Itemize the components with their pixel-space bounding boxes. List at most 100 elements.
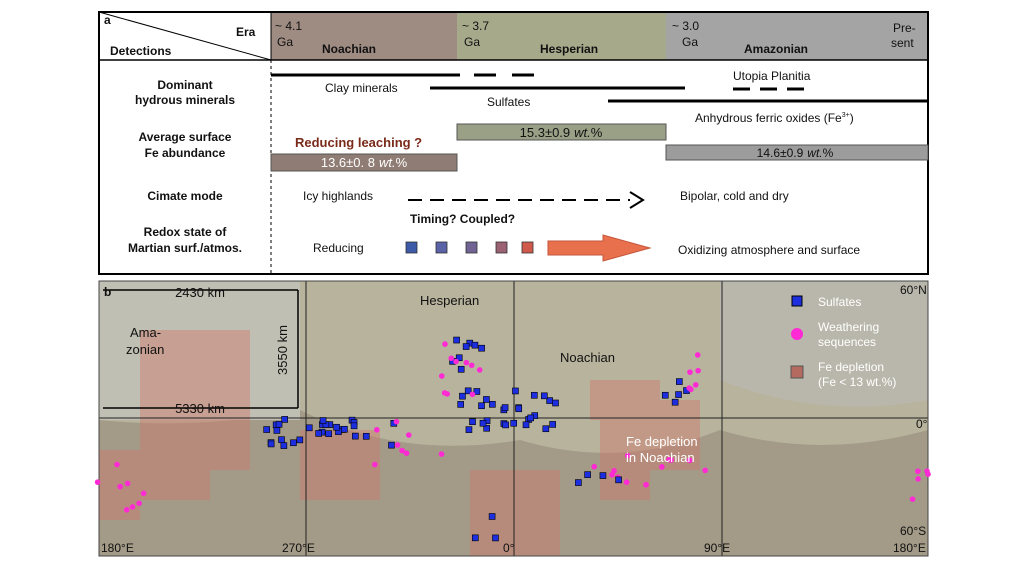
- scale-label: 2430 km: [175, 285, 225, 300]
- frame: [98, 11, 929, 275]
- weathering-marker: [688, 386, 694, 393]
- row-label: Average surface: [139, 130, 232, 144]
- redox-arrow: [547, 234, 652, 262]
- weathering-marker: [438, 451, 445, 457]
- oxides-text: Anhydrous ferric oxides (Fe: [695, 111, 842, 125]
- weathering-marker: [393, 418, 400, 425]
- leaching-note: Reducing leaching ?: [295, 135, 422, 150]
- weathering-marker: [609, 471, 615, 478]
- region-label: Fe depletion: [626, 434, 698, 449]
- hesperian-cell: [457, 13, 666, 60]
- amazonian-cell: [666, 13, 928, 60]
- climate-end: Bipolar, cold and dry: [680, 189, 789, 203]
- weathering-marker: [438, 373, 445, 379]
- weathering-marker: [643, 481, 649, 488]
- sulfate-marker: [492, 534, 499, 542]
- sulfate-marker: [273, 427, 281, 434]
- sulfate-marker: [676, 378, 683, 385]
- region-label: in Noachian: [626, 450, 695, 465]
- fe-number: 14.6±0.9: [757, 146, 804, 160]
- weathering-marker: [623, 479, 630, 486]
- sulfate-marker: [502, 421, 509, 429]
- sulfate-marker: [388, 441, 395, 449]
- sulfate-marker: [319, 417, 327, 424]
- weathering-marker: [909, 496, 916, 502]
- sulfate-marker: [501, 404, 509, 411]
- utopia-label: Utopia Planitia: [733, 69, 811, 83]
- latitude-label: 60°N: [900, 283, 927, 297]
- weathering-marker: [403, 450, 410, 457]
- sulfate-marker: [584, 471, 591, 478]
- sulfate-marker: [615, 476, 622, 484]
- fe-number: 13.6±0. 8: [321, 155, 375, 170]
- sulfate-marker: [552, 399, 559, 407]
- fe-bar-label: 13.6±0. 8 wt.%: [321, 155, 408, 170]
- sulfate-marker: [483, 424, 490, 432]
- fe-bar-label: 15.3±0.9 wt.%: [520, 125, 603, 140]
- sulfate-marker: [471, 534, 479, 542]
- row-label: Cimate mode: [147, 189, 223, 203]
- sulfate-marker: [478, 402, 485, 410]
- legend-label: Fe depletion: [818, 360, 884, 374]
- panel-label: a: [104, 13, 111, 27]
- arrow-head: [629, 191, 645, 209]
- weathering-marker: [668, 457, 675, 463]
- weathering-marker: [94, 479, 101, 485]
- sulfate-marker: [333, 423, 340, 431]
- weathering-marker: [453, 358, 459, 365]
- longitude-label: 0°: [503, 541, 515, 555]
- weathering-marker: [463, 359, 470, 366]
- sulfate-marker: [280, 442, 288, 449]
- sulfate-marker: [362, 432, 370, 440]
- latitude-label: 0°: [916, 417, 928, 431]
- sulfate-marker: [515, 405, 523, 413]
- fe-suffix: %: [823, 146, 834, 160]
- legend-label: Weathering: [818, 320, 879, 334]
- fe-unit: wt.: [379, 155, 396, 170]
- tharsis: [99, 281, 300, 420]
- sulfate-marker: [281, 416, 288, 423]
- scale-bars: [103, 289, 299, 409]
- era-unit: Ga: [277, 35, 293, 49]
- sulfate-marker: [290, 439, 297, 447]
- sulfate-marker: [675, 391, 682, 398]
- detections: [94, 336, 931, 542]
- era-unit: Ga: [682, 35, 698, 49]
- fe-bar: [665, 144, 929, 161]
- sulfate-marker: [462, 343, 470, 350]
- legend-label: Sulfates: [818, 295, 861, 309]
- map-grid: [99, 281, 928, 556]
- weathering-marker: [915, 468, 921, 475]
- sulfate-marker: [469, 418, 476, 426]
- panel-a: a Era Detections ~ 4.1 Ga Noachian ~ 3.7…: [98, 11, 929, 275]
- sulfate-marker: [549, 421, 556, 428]
- weathering-marker: [136, 500, 142, 507]
- sulfate-marker: [546, 397, 553, 404]
- sulfate-marker: [455, 354, 463, 362]
- sulfate-marker: [512, 387, 519, 395]
- weathering-marker: [372, 461, 378, 468]
- weathering-marker: [702, 467, 708, 474]
- weathering-marker: [124, 480, 131, 487]
- weathering-marker: [469, 391, 476, 398]
- weathering-marker: [140, 490, 147, 497]
- sulfate-marker: [352, 432, 359, 440]
- sulfate-marker: [278, 436, 285, 443]
- weathering-marker: [591, 463, 598, 470]
- sulfate-marker: [510, 419, 518, 427]
- fe-unit: wt.: [807, 146, 822, 160]
- sulfate-marker: [275, 420, 283, 428]
- clay-label: Clay minerals: [325, 81, 398, 95]
- sulfate-label: Sulfates: [487, 95, 530, 109]
- mineral-lines: [271, 73, 928, 103]
- sulfate-marker: [489, 400, 496, 408]
- fe-unit: wt.: [574, 125, 591, 140]
- climate-start: Icy highlands: [303, 189, 373, 203]
- region-label: zonian: [126, 342, 164, 357]
- fe-depletion-areas: [99, 330, 700, 556]
- fe-bar-label: 14.6±0.9 wt.%: [757, 146, 834, 160]
- sulfate-marker: [575, 479, 582, 486]
- sulfate-marker: [341, 425, 348, 433]
- weathering-marker: [399, 447, 405, 454]
- weathering-marker: [442, 341, 448, 347]
